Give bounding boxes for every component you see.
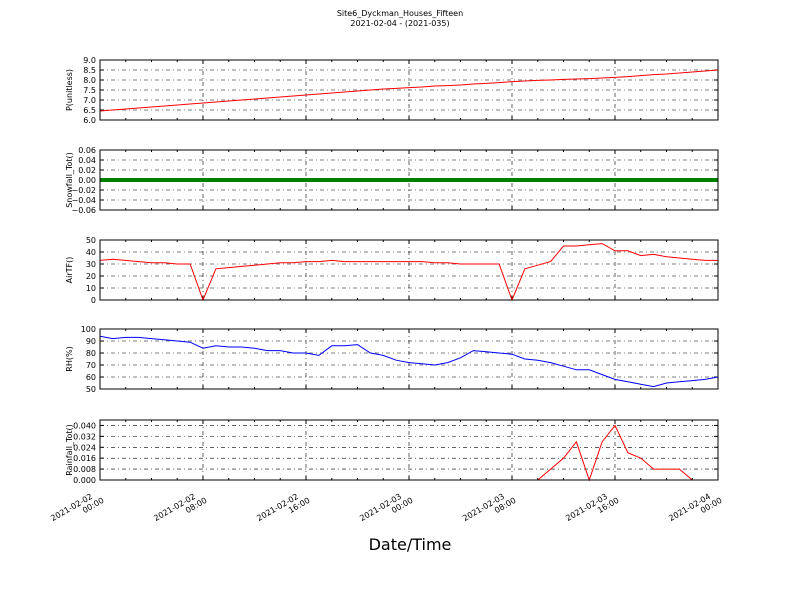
y-tick-label: 0.024: [73, 443, 96, 452]
y-axis-label: Rainfall_Tot(): [65, 424, 74, 476]
y-tick-label: 0.008: [73, 465, 96, 474]
y-tick-label: 40: [86, 248, 96, 257]
y-tick-label: 0: [91, 296, 96, 305]
y-tick-label: 0.040: [73, 421, 96, 430]
y-tick-label: 60: [86, 373, 96, 382]
y-tick-label: 0.00: [78, 176, 96, 185]
y-tick-label: 0.016: [73, 454, 96, 463]
y-tick-label: 70: [86, 361, 96, 370]
y-tick-label: 7.5: [83, 86, 96, 95]
y-tick-label: 0.06: [78, 146, 96, 155]
y-tick-label: 7.0: [83, 96, 96, 105]
y-tick-label: 6.5: [83, 106, 96, 115]
plot-frame: [99, 328, 719, 390]
y-tick-label: 100: [81, 325, 96, 334]
y-tick-label: −0.06: [71, 206, 96, 215]
y-tick-label: 9.0: [83, 56, 96, 65]
y-tick-label: 20: [86, 272, 96, 281]
y-tick-label: 8.5: [83, 66, 96, 75]
y-axis-label: Snowfall_Tot(): [65, 152, 74, 208]
y-axis-label: AirTF(): [65, 257, 74, 284]
chart-title: Site6_Dyckman_Houses_Fifteen: [337, 9, 463, 18]
y-tick-label: 0.04: [78, 156, 96, 165]
plot-frame: [99, 149, 719, 211]
y-tick-label: −0.04: [71, 196, 96, 205]
y-tick-label: 50: [86, 236, 96, 245]
plot-frame: [99, 419, 719, 481]
y-axis-label: P(unitless): [65, 69, 74, 111]
x-axis-label: Date/Time: [369, 535, 452, 554]
y-tick-label: 0.000: [73, 476, 96, 485]
plot-frame: [99, 239, 719, 301]
y-tick-label: −0.02: [71, 186, 96, 195]
chart-subtitle: 2021-02-04 - (2021-035): [350, 19, 449, 28]
y-tick-label: 6.0: [83, 116, 96, 125]
y-tick-label: 8.0: [83, 76, 96, 85]
y-tick-label: 80: [86, 349, 96, 358]
y-tick-label: 90: [86, 337, 96, 346]
series-line: [99, 335, 719, 388]
y-tick-label: 0.02: [78, 166, 96, 175]
series-line: [99, 69, 719, 112]
y-axis-label: RH(%): [65, 346, 74, 371]
y-tick-label: 30: [86, 260, 96, 269]
y-tick-label: 0.032: [73, 432, 96, 441]
y-tick-label: 50: [86, 385, 96, 394]
plot-frame: [99, 59, 719, 121]
y-tick-label: 10: [86, 284, 96, 293]
